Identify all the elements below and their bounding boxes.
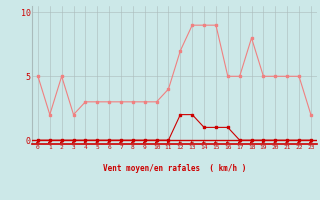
X-axis label: Vent moyen/en rafales  ( km/h ): Vent moyen/en rafales ( km/h ): [103, 164, 246, 173]
